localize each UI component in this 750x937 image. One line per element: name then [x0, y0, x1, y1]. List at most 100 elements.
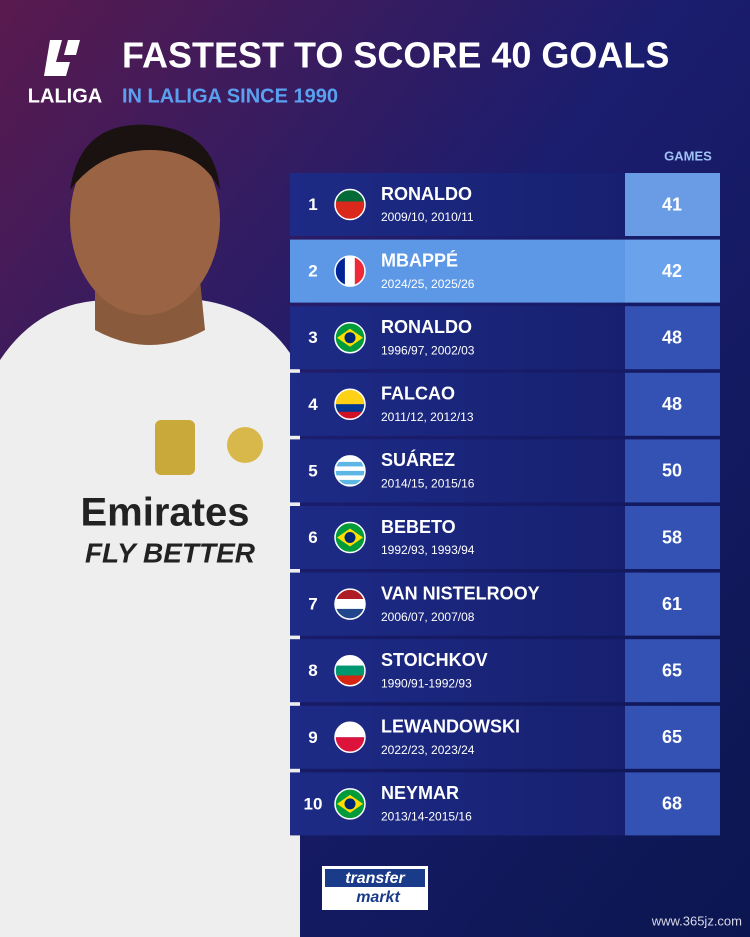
flag-border	[334, 721, 366, 754]
table: 1 RONALDO 2009/10, 2010/11 41 2 MBAPPÉ 2024/25…	[290, 173, 720, 836]
flag-part	[335, 189, 365, 202]
flag-part	[344, 532, 356, 543]
games: 61	[662, 594, 682, 614]
games-cell	[625, 239, 720, 303]
column-header: GAMES	[664, 148, 712, 163]
flag-part	[335, 589, 365, 600]
flag	[334, 654, 366, 687]
games: 65	[662, 727, 682, 747]
rank: 7	[308, 595, 317, 614]
table-row: 3 RONALDO 1996/97, 2002/03 48	[290, 306, 720, 370]
games: 41	[662, 194, 682, 214]
seasons: 2024/25, 2025/26	[381, 277, 475, 291]
flag-border	[334, 788, 366, 820]
games: 48	[662, 327, 682, 347]
games: 42	[662, 261, 682, 281]
flag-body	[335, 788, 365, 819]
rank: 6	[308, 528, 317, 547]
games-cell	[625, 572, 720, 636]
flag-part	[335, 608, 365, 620]
seasons: 1992/93, 1993/94	[381, 543, 475, 557]
rank: 9	[308, 728, 317, 747]
player-name: BEBETO	[381, 517, 456, 537]
laliga-logo: LALIGA	[28, 40, 102, 107]
flag	[334, 455, 366, 487]
flag-part	[335, 404, 365, 412]
flag-body	[335, 655, 365, 686]
logo-text: LALIGA	[28, 85, 102, 107]
games-cell	[625, 306, 720, 370]
seasons: 2011/12, 2012/13	[381, 410, 474, 424]
flag-border	[334, 388, 366, 421]
table-row: 2 MBAPPÉ 2024/25, 2025/26 42	[290, 239, 720, 303]
player-name: VAN NISTELROOY	[381, 583, 540, 603]
flag	[334, 321, 366, 354]
flag-part	[354, 256, 365, 287]
flag	[334, 388, 366, 421]
seasons: 2014/15, 2015/16	[381, 477, 475, 491]
flag-border	[334, 321, 366, 354]
player-name: LEWANDOWSKI	[381, 717, 520, 737]
rank: 4	[308, 395, 318, 414]
flag-part	[335, 256, 346, 287]
flag-body	[335, 322, 365, 353]
games: 50	[662, 461, 682, 481]
flag-border	[334, 588, 366, 620]
title: FASTEST TO SCORE 40 GOALS	[122, 35, 669, 76]
rank: 10	[304, 794, 323, 813]
flag-part	[335, 722, 365, 738]
games-cell	[625, 173, 720, 236]
table-row: 1 RONALDO 2009/10, 2010/11 41	[290, 173, 720, 236]
seasons: 2013/14-2015/16	[381, 810, 472, 824]
flag	[334, 188, 366, 221]
flag-body	[335, 722, 365, 753]
table-row: 4 FALCAO 2011/12, 2012/13 48	[290, 372, 720, 436]
flag-body	[335, 256, 365, 287]
games: 65	[662, 660, 682, 680]
seasons: 2006/07, 2007/08	[381, 610, 475, 624]
subtitle: IN LALIGA SINCE 1990	[122, 85, 338, 107]
flag-part	[335, 599, 365, 610]
games: 58	[662, 527, 682, 547]
transfermarkt-logo: transfer markt	[322, 866, 428, 910]
rank: 3	[308, 328, 317, 347]
seasons: 1990/91-1992/93	[381, 676, 472, 690]
player-name: RONALDO	[381, 317, 472, 337]
table-row: 9 LEWANDOWSKI 2022/23, 2023/24 65	[290, 705, 720, 769]
player-name: RONALDO	[381, 184, 472, 204]
player-name: NEYMAR	[381, 783, 459, 803]
games-cell	[625, 772, 720, 836]
flag-body	[335, 189, 365, 220]
flag-part	[335, 675, 365, 686]
flag-border	[334, 654, 366, 687]
player-name: MBAPPÉ	[381, 249, 458, 270]
flag-part	[335, 479, 365, 485]
flag	[334, 255, 366, 287]
table-row: 5 SUÁREZ 2014/15, 2015/16 50	[290, 439, 720, 503]
player-name: FALCAO	[381, 384, 455, 404]
flag-body	[335, 389, 365, 420]
games: 68	[662, 794, 682, 814]
flag-border	[334, 455, 366, 487]
player-photo: Emirates FLY BETTER	[0, 124, 300, 937]
flag-part	[335, 737, 365, 753]
brand-top: transfer	[345, 870, 405, 887]
shirt-slogan: FLY BETTER	[85, 537, 256, 568]
games: 48	[662, 394, 682, 414]
seasons: 2022/23, 2023/24	[381, 743, 475, 757]
games-cell	[625, 705, 720, 769]
seasons: 2009/10, 2010/11	[381, 210, 474, 224]
rank: 2	[308, 262, 317, 281]
table-row: 6 BEBETO 1992/93, 1993/94 58	[290, 506, 720, 569]
flag	[334, 521, 366, 554]
flag-part	[335, 655, 365, 666]
flag	[334, 721, 366, 754]
watermark: www.365jz.com	[651, 913, 742, 928]
flag-part	[344, 256, 356, 287]
flag-part	[344, 798, 356, 810]
rank: 8	[308, 661, 317, 680]
games-cell	[625, 372, 720, 436]
shirt-sponsor: Emirates	[81, 491, 250, 535]
table-row: 8 STOICHKOV 1990/91-1992/93 65	[290, 639, 720, 703]
